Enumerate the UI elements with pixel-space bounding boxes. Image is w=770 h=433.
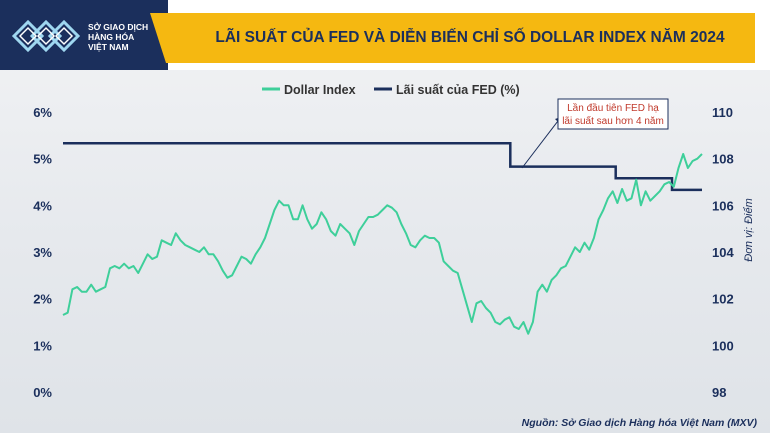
legend: Dollar Index Lãi suất của FED (%) xyxy=(262,83,520,97)
right-axis-tick-6: 110 xyxy=(712,105,733,120)
dollar-index-line xyxy=(62,153,703,335)
logo-line-1: SỞ GIAO DỊCH xyxy=(88,22,149,32)
annotation-line-1: Lần đầu tiên FED hạ xyxy=(567,102,659,114)
left-axis-tick-6: 6% xyxy=(33,105,52,120)
legend-fed-label: Lãi suất của FED (%) xyxy=(396,83,520,97)
logo-line-2: HÀNG HÓA xyxy=(88,32,135,42)
annotation-line-2: lãi suất sau hơn 4 năm xyxy=(562,115,664,127)
right-axis-tick-2: 102 xyxy=(712,292,734,307)
unit-label: Đơn vị: Điểm xyxy=(743,198,755,262)
left-axis-tick-2: 2% xyxy=(33,292,52,307)
left-axis-tick-5: 5% xyxy=(33,152,52,167)
right-axis-tick-4: 106 xyxy=(712,198,734,213)
annotation: Lần đầu tiên FED hạ lãi suất sau hơn 4 n… xyxy=(521,98,669,169)
title-band: LÃI SUẤT CỦA FED VÀ DIỄN BIẾN CHỈ SỐ DOL… xyxy=(150,13,755,63)
logo-line-3: VIỆT NAM xyxy=(88,42,129,52)
left-axis-tick-4: 4% xyxy=(33,198,52,213)
left-axis-tick-3: 3% xyxy=(33,245,52,260)
source-note: Nguồn: Sở Giao dịch Hàng hóa Việt Nam (M… xyxy=(522,417,758,429)
fed-rate-line xyxy=(63,142,702,192)
right-axis-tick-3: 104 xyxy=(712,245,734,260)
legend-dxy-label: Dollar Index xyxy=(284,83,356,97)
chart-title: LÃI SUẤT CỦA FED VÀ DIỄN BIẾN CHỈ SỐ DOL… xyxy=(215,29,725,46)
right-axis-tick-5: 108 xyxy=(712,152,734,167)
right-axis-tick-0: 98 xyxy=(712,385,726,400)
annotation-box xyxy=(557,98,669,130)
left-axis-tick-1: 1% xyxy=(33,338,52,353)
left-axis-tick-0: 0% xyxy=(33,385,52,400)
right-axis-tick-1: 100 xyxy=(712,338,734,353)
annotation-arrow xyxy=(521,116,562,169)
mxv-logo: SỞ GIAO DỊCH HÀNG HÓA VIỆT NAM xyxy=(0,0,168,70)
header-bar: SỞ GIAO DỊCH HÀNG HÓA VIỆT NAM LÃI SUẤT … xyxy=(0,0,770,70)
mxv-logo-icon xyxy=(11,19,81,53)
